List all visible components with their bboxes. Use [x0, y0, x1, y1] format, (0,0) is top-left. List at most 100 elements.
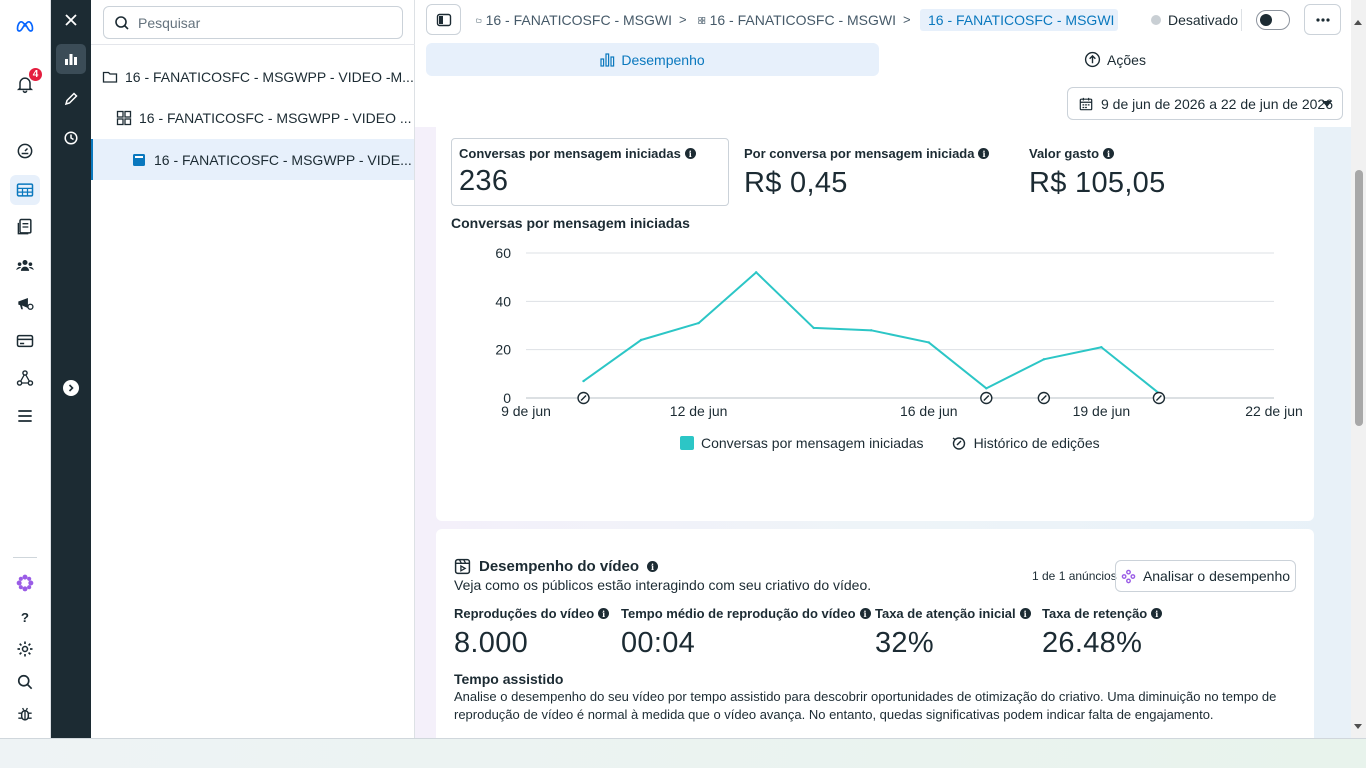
legend-item-series: Conversas por mensagem iniciadas [701, 435, 924, 451]
metric-label: Conversas por mensagem iniciadas [459, 146, 681, 161]
metric-value: 00:04 [621, 627, 696, 659]
page-scrollbar[interactable] [1351, 0, 1366, 738]
content-canvas: Conversas por mensagem iniciadas i 236 Po… [415, 127, 1351, 738]
x-tick-label: 22 de jun [1245, 403, 1303, 419]
edit-marker-stroke [1040, 395, 1047, 401]
info-icon[interactable]: i [684, 148, 696, 159]
y-tick-label: 40 [495, 293, 511, 309]
status-label: Desativado [1168, 12, 1239, 28]
info-icon[interactable]: i [1019, 608, 1031, 619]
meta-ai-icon [1121, 569, 1136, 583]
billing-icon[interactable] [10, 326, 40, 356]
date-range-picker[interactable]: 9 de jun de 2026 a 22 de jun de 2026 [1067, 87, 1343, 120]
settings-icon[interactable] [10, 634, 40, 664]
search-box[interactable] [103, 6, 403, 39]
help-icon[interactable]: ? [10, 602, 40, 632]
pages-icon[interactable] [10, 212, 40, 242]
close-icon[interactable] [56, 5, 86, 35]
main-content: 16 - FANATICOSFC - MSGWI > 16 - FANATICO… [415, 0, 1351, 738]
rail-divider [13, 557, 37, 558]
data-point [927, 341, 930, 344]
date-range-label: 9 de jun de 2026 a 22 de jun de 2026 [1101, 95, 1333, 112]
info-icon[interactable]: i [859, 608, 871, 619]
connections-icon[interactable] [10, 363, 40, 393]
legend-item-edits: Histórico de edições [973, 435, 1100, 451]
ad-icon [133, 153, 145, 166]
data-point [754, 271, 758, 274]
tree-item-campaign[interactable]: 16 - FANATICOSFC - MSGWPP - VIDEO -M... [91, 56, 414, 97]
video-subtitle: Veja como os públicos estão interagindo … [454, 577, 872, 593]
breadcrumb-label: 16 - FANATICOSFC - MSGWI [928, 12, 1115, 28]
tabs: Desempenho Ações [426, 43, 1351, 76]
tab-performance[interactable]: Desempenho [426, 43, 879, 76]
status-toggle[interactable] [1256, 10, 1290, 30]
metric-retention-rate[interactable]: Taxa de retenção i 26.48% [1042, 606, 1163, 660]
x-tick-label: 16 de jun [900, 403, 958, 419]
bug-icon[interactable] [10, 699, 40, 729]
chevron-right-icon: > [903, 12, 911, 27]
info-icon[interactable]: i [978, 148, 990, 159]
toggle-panel-button[interactable] [426, 4, 461, 35]
watch-time-description: Analise o desempenho do seu vídeo por te… [454, 689, 1277, 722]
metric-amount-spent[interactable]: Valor gasto i R$ 105,05 [1029, 146, 1166, 200]
breadcrumb-ad[interactable]: 16 - FANATICOSFC - MSGWI [920, 9, 1118, 31]
data-point [1042, 358, 1046, 361]
metric-value: 32% [875, 627, 934, 659]
tree-item-ad[interactable]: 16 - FANATICOSFC - MSGWPP - VIDE... [91, 139, 414, 180]
metric-label: Por conversa por mensagem iniciada [744, 146, 975, 161]
audience-icon[interactable] [10, 250, 40, 280]
bell-icon[interactable] [10, 69, 40, 99]
chart-title: Conversas por mensagem iniciadas [451, 215, 690, 231]
metric-conversations[interactable]: Conversas por mensagem iniciadas i 236 [451, 138, 729, 206]
tab-actions[interactable]: Ações [879, 43, 1351, 76]
table-icon[interactable] [10, 175, 40, 205]
menu-icon[interactable] [10, 401, 40, 431]
tree-item-label: 16 - FANATICOSFC - MSGWPP - VIDEO -M... [125, 68, 414, 85]
analyze-performance-button[interactable]: Analisar o desempenho [1115, 560, 1296, 592]
tab-label: Desempenho [621, 51, 705, 68]
ad-settings-icon[interactable] [10, 288, 40, 318]
search-icon[interactable] [10, 667, 40, 697]
scroll-down-icon[interactable] [1354, 724, 1362, 729]
search-input[interactable] [138, 14, 388, 31]
info-icon[interactable]: i [1103, 148, 1115, 159]
breadcrumb-campaign[interactable]: 16 - FANATICOSFC - MSGWI [476, 9, 672, 31]
breadcrumb-label: 16 - FANATICOSFC - MSGWI [485, 12, 672, 28]
tree-item-adset[interactable]: 16 - FANATICOSFC - MSGWPP - VIDEO ... [91, 97, 414, 138]
info-icon[interactable]: i [1151, 608, 1163, 619]
meta-logo-icon[interactable] [10, 11, 40, 41]
line-chart: 0 20 40 60 9 de jun 12 de jun 16 de jun 19 de j… [495, 245, 1303, 419]
edit-marker-stroke [983, 395, 990, 401]
tree-item-label: 16 - FANATICOSFC - MSGWPP - VIDE... [154, 151, 412, 168]
y-tick-label: 20 [495, 342, 511, 358]
more-options-button[interactable] [1304, 4, 1341, 35]
metric-hook-rate[interactable]: Taxa de atenção inicial i 32% [875, 606, 1031, 660]
ellipsis-icon [1315, 17, 1330, 22]
bar-chart-icon[interactable] [56, 44, 86, 74]
info-icon[interactable]: i [647, 561, 659, 572]
metric-avg-watch-time[interactable]: Tempo médio de reprodução do vídeo i 00:0… [621, 606, 871, 660]
data-point [582, 379, 585, 383]
metric-label: Taxa de atenção inicial [875, 606, 1016, 621]
edit-marker-stroke [1155, 395, 1162, 401]
metric-label: Reproduções do vídeo [454, 606, 595, 621]
performance-card: Conversas por mensagem iniciadas i 236 Po… [436, 127, 1314, 521]
scroll-up-icon[interactable] [1354, 20, 1362, 25]
dashboard-icon[interactable] [10, 136, 40, 166]
info-icon[interactable]: i [598, 608, 610, 619]
history-icon[interactable] [56, 123, 86, 153]
meta-ai-icon[interactable] [10, 568, 40, 598]
pencil-icon[interactable] [56, 84, 86, 114]
folder-icon [476, 18, 482, 22]
scrollbar-thumb[interactable] [1355, 170, 1363, 426]
metric-video-plays[interactable]: Reproduções do vídeo i 8.000 [454, 606, 610, 660]
tab-label: Ações [1107, 51, 1146, 68]
metric-cost-per-conversation[interactable]: Por conversa por mensagem iniciada i R$ 0… [744, 146, 990, 200]
breadcrumb-adset[interactable]: 16 - FANATICOSFC - MSGWI [698, 9, 896, 31]
bar-chart-icon [600, 52, 615, 67]
grid-icon [116, 110, 132, 125]
chart-legend: Conversas por mensagem iniciadas Históri… [680, 435, 1100, 451]
x-tick-label: 9 de jun [501, 403, 551, 419]
divider [1241, 9, 1242, 31]
chevron-right-icon[interactable] [63, 380, 79, 396]
